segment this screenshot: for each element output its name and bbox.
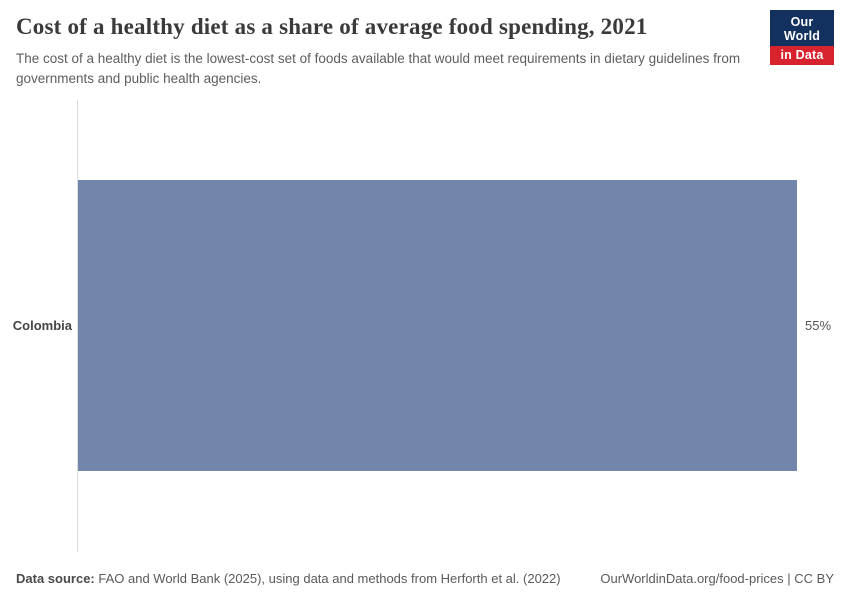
bar-colombia[interactable] — [78, 180, 797, 471]
chart-title: Cost of a healthy diet as a share of ave… — [16, 14, 648, 39]
y-axis-line — [77, 100, 78, 552]
bar-row-colombia: 55% — [78, 180, 831, 471]
chart-subtitle: The cost of a healthy diet is the lowest… — [16, 51, 741, 86]
category-label-colombia: Colombia — [12, 318, 72, 333]
owid-logo-bottom-text: in Data — [770, 46, 834, 65]
footer-source-label: Data source: — [16, 571, 95, 586]
footer-license-link[interactable]: OurWorldinData.org/food-prices | CC BY — [600, 571, 834, 586]
chart-header: Cost of a healthy diet as a share of ave… — [16, 14, 750, 88]
owid-logo-top-text: Our World — [770, 10, 834, 46]
footer-source: Data source: FAO and World Bank (2025), … — [16, 571, 561, 586]
value-label-colombia: 55% — [805, 318, 832, 333]
owid-logo[interactable]: Our World in Data — [770, 10, 834, 65]
footer-source-text: FAO and World Bank (2025), using data an… — [94, 571, 561, 586]
chart-footer: Data source: FAO and World Bank (2025), … — [16, 571, 834, 586]
